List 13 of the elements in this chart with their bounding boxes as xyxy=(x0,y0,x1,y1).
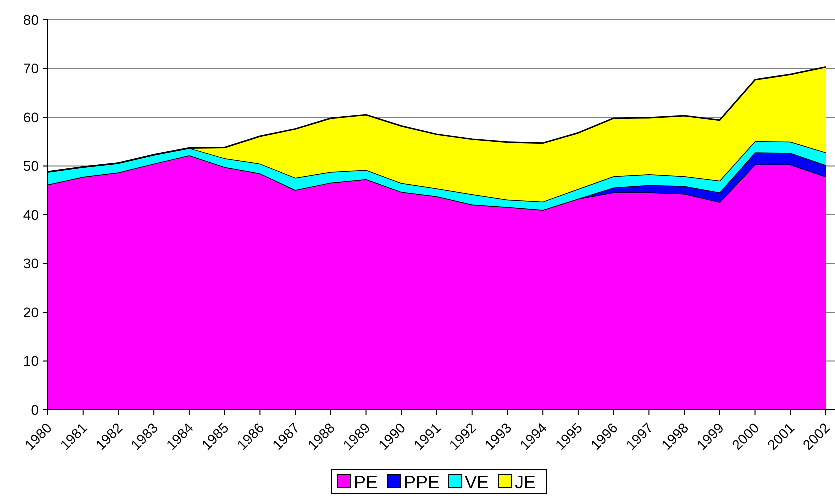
y-tick-label: 30 xyxy=(23,256,40,272)
y-tick-label: 20 xyxy=(23,304,40,320)
y-tick-label: 70 xyxy=(23,60,40,77)
legend-label: PPE xyxy=(404,472,440,492)
legend-label: JE xyxy=(515,472,536,492)
y-tick-label: 0 xyxy=(31,402,40,418)
y-tick-label: 80 xyxy=(23,12,40,28)
legend-label: PE xyxy=(354,472,378,492)
y-tick-label: 10 xyxy=(23,353,40,370)
legend-label: VE xyxy=(465,472,490,492)
y-tick-label: 40 xyxy=(23,206,40,223)
y-tick-label: 60 xyxy=(23,109,40,126)
y-tick-label: 50 xyxy=(23,158,40,174)
